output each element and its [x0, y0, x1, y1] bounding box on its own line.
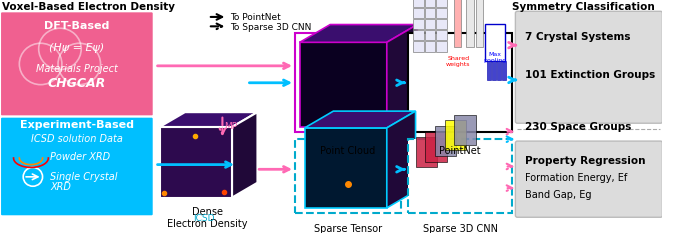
Text: Experiment-Based: Experiment-Based: [20, 120, 134, 130]
Text: PointNet: PointNet: [440, 146, 481, 156]
Bar: [408, 33, 512, 132]
Text: MP: MP: [224, 122, 238, 131]
Bar: [416, 137, 437, 168]
Text: To Sparse 3D CNN: To Sparse 3D CNN: [230, 23, 312, 32]
Bar: [502, 61, 506, 80]
Polygon shape: [305, 128, 387, 208]
Text: CHGCAR: CHGCAR: [48, 77, 106, 90]
Bar: [425, 0, 435, 7]
Text: Powder XRD: Powder XRD: [50, 152, 110, 162]
Text: Sparse Tensor: Sparse Tensor: [314, 224, 382, 233]
Bar: [425, 30, 435, 41]
FancyBboxPatch shape: [0, 11, 153, 117]
Bar: [295, 139, 401, 212]
Bar: [493, 61, 496, 80]
Bar: [425, 132, 447, 162]
FancyBboxPatch shape: [515, 11, 662, 123]
Polygon shape: [300, 42, 387, 127]
FancyBboxPatch shape: [515, 141, 662, 217]
Bar: [408, 139, 512, 212]
Text: Point Cloud: Point Cloud: [321, 146, 376, 156]
Polygon shape: [305, 111, 416, 128]
Text: Dense
Electron Density: Dense Electron Density: [167, 207, 248, 229]
Bar: [487, 61, 491, 80]
Text: Sparse 3D CNN: Sparse 3D CNN: [423, 224, 498, 233]
FancyBboxPatch shape: [0, 117, 153, 216]
Bar: [436, 19, 447, 29]
Text: 7 Crystal Systems: 7 Crystal Systems: [525, 32, 631, 42]
Polygon shape: [160, 112, 258, 127]
Text: 101 Extinction Groups: 101 Extinction Groups: [525, 70, 656, 80]
Bar: [413, 7, 423, 18]
Text: Property Regression: Property Regression: [525, 156, 645, 166]
Bar: [295, 33, 401, 132]
Bar: [425, 41, 435, 52]
Text: (Hψ = Eψ): (Hψ = Eψ): [49, 43, 105, 53]
Bar: [486, 24, 505, 61]
Text: ICSD: ICSD: [193, 214, 215, 223]
Text: Single Crystal: Single Crystal: [50, 172, 118, 182]
Bar: [476, 0, 484, 47]
Bar: [497, 61, 501, 80]
Text: ICSD solution Data: ICSD solution Data: [31, 134, 123, 144]
Polygon shape: [232, 112, 258, 198]
Text: 230 Space Groups: 230 Space Groups: [525, 122, 632, 132]
Text: Symmetry Classification: Symmetry Classification: [512, 2, 656, 12]
Bar: [436, 30, 447, 41]
Text: Voxel-Based Electron Density: Voxel-Based Electron Density: [2, 2, 175, 12]
Polygon shape: [387, 111, 416, 208]
Bar: [413, 30, 423, 41]
Bar: [466, 0, 474, 47]
Text: XRD: XRD: [50, 182, 71, 192]
Bar: [413, 41, 423, 52]
Text: Shared
weights: Shared weights: [446, 56, 471, 67]
Polygon shape: [160, 127, 232, 198]
Bar: [436, 7, 447, 18]
Text: To PointNet: To PointNet: [230, 13, 281, 22]
Bar: [425, 7, 435, 18]
Bar: [454, 115, 476, 145]
Bar: [436, 41, 447, 52]
Bar: [453, 0, 461, 47]
Polygon shape: [387, 24, 417, 127]
Bar: [413, 0, 423, 7]
Bar: [445, 120, 466, 151]
Text: DFT-Based: DFT-Based: [45, 21, 110, 31]
Bar: [413, 19, 423, 29]
Text: Max
pooling: Max pooling: [484, 52, 507, 62]
Polygon shape: [300, 24, 417, 42]
Text: Band Gap, Eg: Band Gap, Eg: [525, 190, 592, 200]
Bar: [436, 0, 447, 7]
Text: Formation Energy, Ef: Formation Energy, Ef: [525, 173, 627, 183]
Text: Materials Project: Materials Project: [36, 64, 118, 74]
Bar: [425, 19, 435, 29]
Bar: [435, 126, 456, 156]
